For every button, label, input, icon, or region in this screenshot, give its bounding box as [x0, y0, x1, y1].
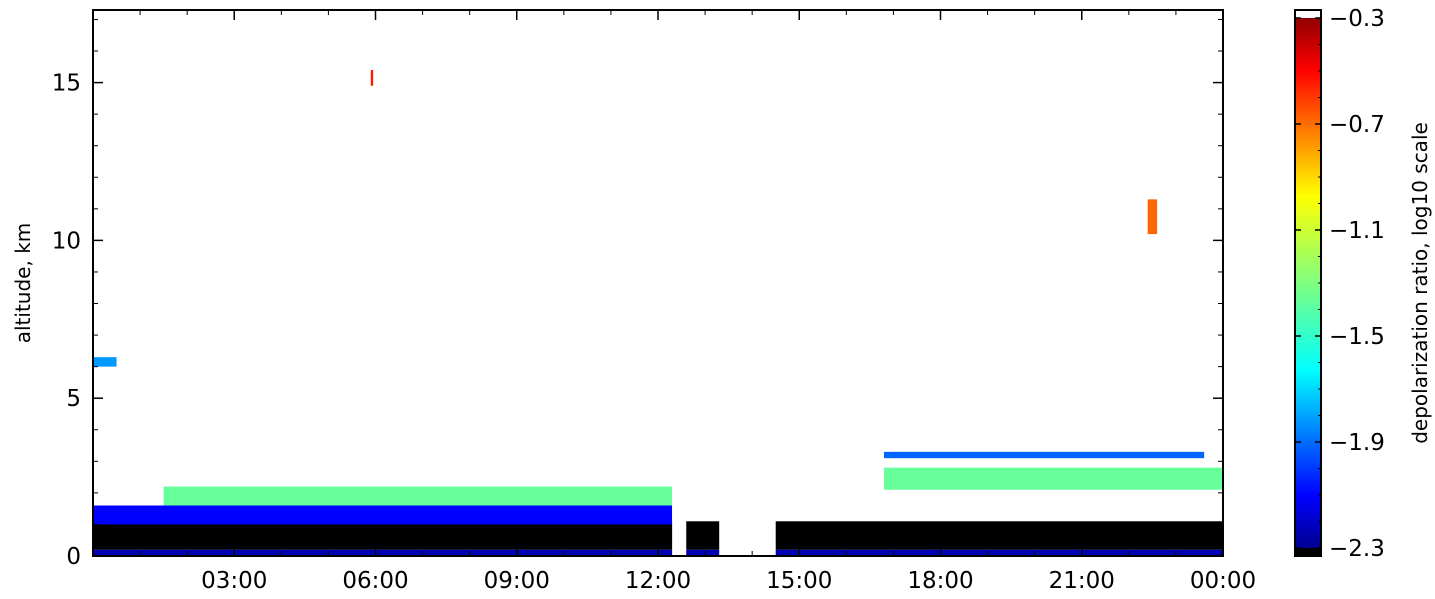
x-axis: 03:00 06:00 09:00 12:00 15:00 18:00 21:00 00:00	[139, 10, 1256, 594]
data-gap-0	[672, 10, 687, 556]
colorbar-tick-label: −0.3	[1329, 6, 1385, 32]
y-tick-label: 0	[66, 544, 81, 570]
x-tick-label: 06:00	[342, 568, 408, 594]
data-layer	[93, 10, 1223, 556]
colorbar-under-extension	[1295, 548, 1321, 556]
x-tick-label: 09:00	[484, 568, 550, 594]
data-layer-early-cloud	[93, 357, 117, 367]
y-tick-label: 15	[52, 71, 81, 97]
plot-area-background	[93, 10, 1223, 556]
data-layer-upper-thin-layer	[884, 451, 1205, 459]
colorbar-tick-label: −1.9	[1329, 430, 1385, 456]
colorbar-label: depolarization ratio, log10 scale	[1408, 122, 1432, 444]
colorbar-over-extension	[1295, 10, 1321, 18]
colorbar-tick-label: −0.7	[1329, 112, 1385, 138]
data-layer-aerosol-layer	[93, 505, 673, 525]
data-layer-boundary-layer	[93, 521, 1223, 550]
data-layer-cirrus-1	[370, 69, 374, 86]
colorbar-tick-label: −1.5	[1329, 324, 1385, 350]
x-tick-label: 15:00	[766, 568, 832, 594]
y-tick-label: 10	[52, 228, 81, 254]
colorbar-tick-label: −1.1	[1329, 218, 1385, 244]
colorbar-axis: −0.3 −0.7 −1.1 −1.5 −1.9 −2.3	[1295, 6, 1385, 562]
x-tick-label: 03:00	[201, 568, 267, 594]
x-tick-label: 12:00	[625, 568, 691, 594]
y-axis: 0 5 10 15	[52, 18, 1223, 570]
colorbar-gradient	[1295, 10, 1321, 556]
data-gap-1	[719, 10, 776, 556]
y-axis-label: altitude, km	[11, 223, 35, 344]
x-tick-label: 21:00	[1049, 568, 1115, 594]
x-tick-label: 00:00	[1190, 568, 1256, 594]
plot-frame	[92, 9, 1224, 557]
x-tick-label: 18:00	[907, 568, 973, 594]
colorbar-frame	[1294, 9, 1322, 557]
y-tick-label: 5	[66, 386, 81, 412]
data-layer-layer-top	[163, 486, 673, 506]
data-layer-elevated-layer	[884, 467, 1223, 490]
data-layer-cirrus-2	[1147, 199, 1158, 235]
colorbar-tick-label: −2.3	[1329, 536, 1385, 562]
